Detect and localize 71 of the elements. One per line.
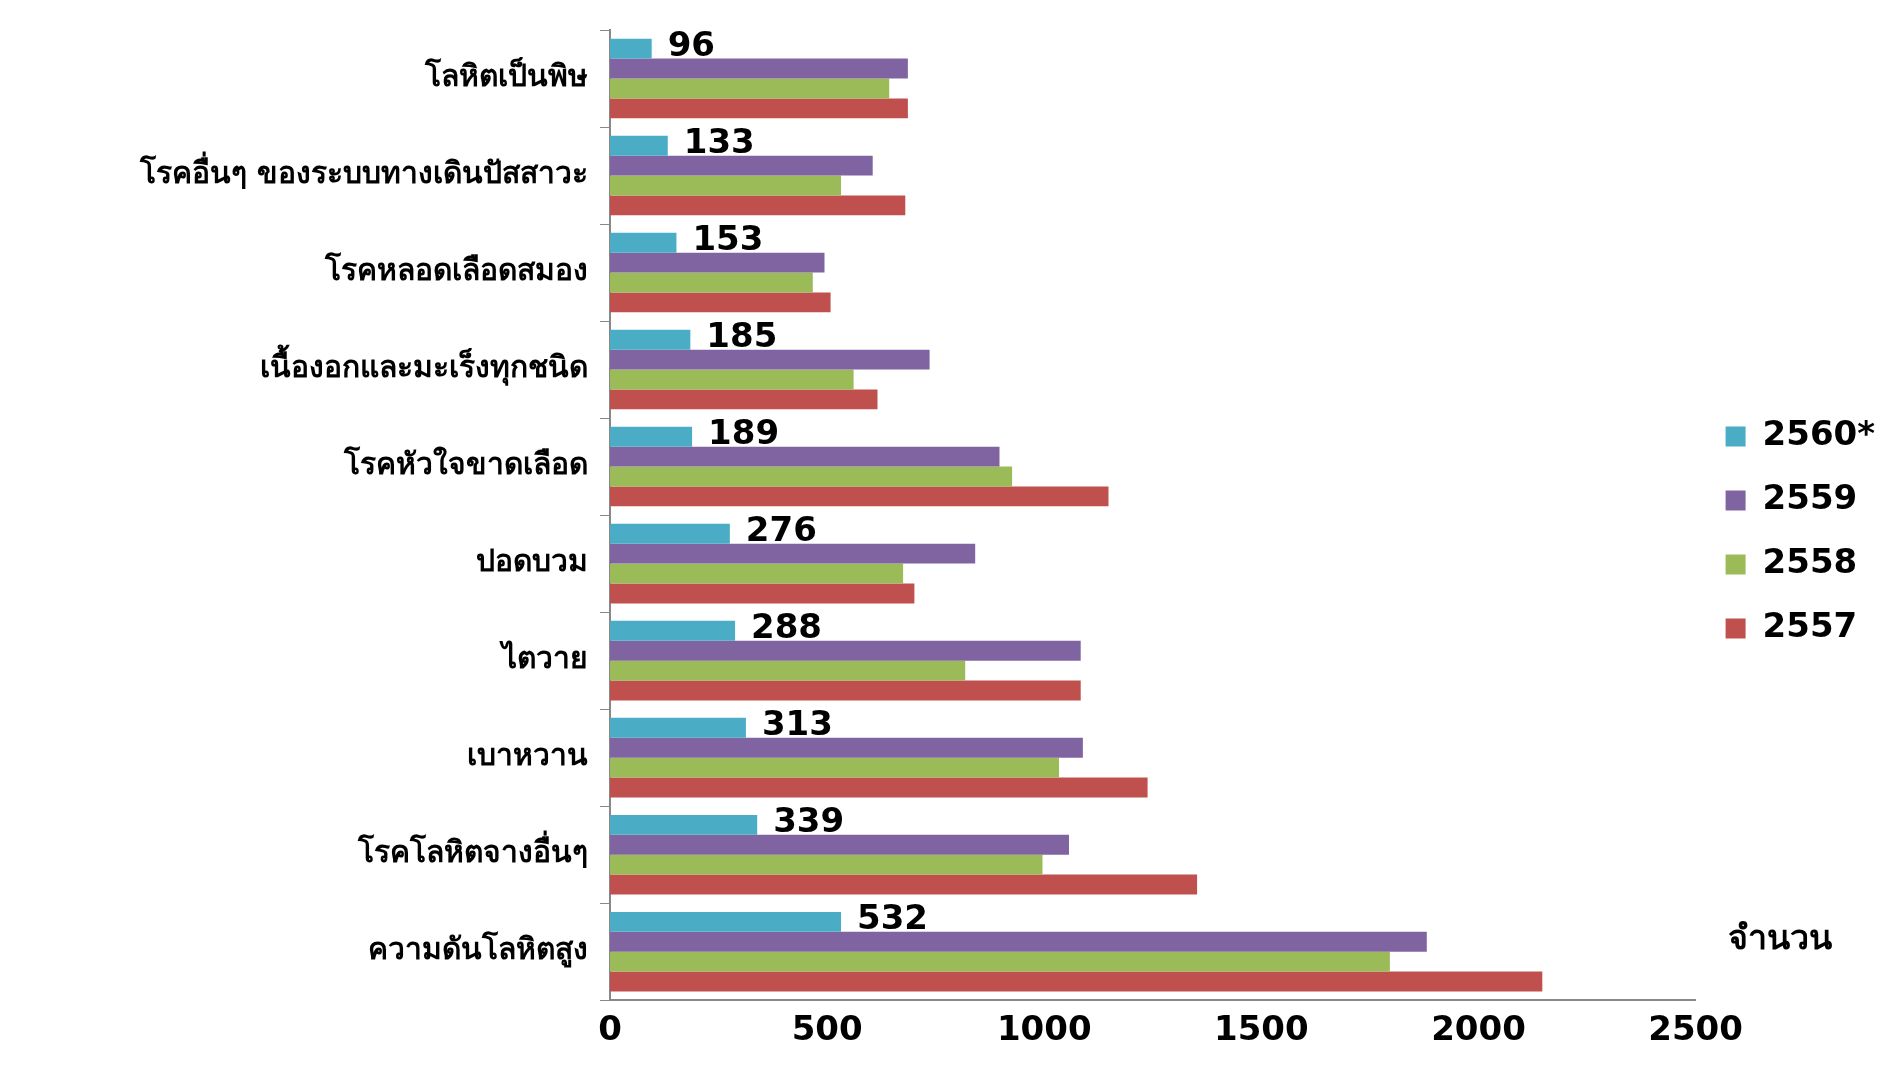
bar (610, 911, 842, 932)
bar (610, 717, 746, 738)
legend-label: 2560* (1762, 413, 1876, 454)
x-tick-label: 2500 (1648, 1008, 1743, 1049)
data-label: 189 (708, 411, 780, 452)
bar (610, 814, 758, 835)
bar (610, 329, 691, 350)
y-tick-label: ปอดบวม (476, 543, 588, 579)
bar (610, 232, 677, 253)
data-label: 532 (857, 896, 928, 937)
bar (610, 175, 842, 196)
bar (610, 660, 966, 681)
x-tick-label: 0 (598, 1008, 622, 1049)
bar (610, 38, 652, 59)
x-tick-label: 500 (791, 1008, 863, 1049)
data-label: 313 (761, 702, 833, 743)
data-label: 133 (683, 120, 755, 161)
x-tick-label: 1500 (1214, 1008, 1309, 1049)
y-tick-label: ไตวาย (499, 640, 588, 676)
x-tick-label: 1000 (996, 1008, 1092, 1049)
legend-label: 2559 (1762, 477, 1858, 518)
bar (610, 834, 1069, 855)
bar (610, 155, 873, 176)
legend-label: 2557 (1762, 605, 1858, 646)
bar (610, 369, 854, 390)
bar (610, 58, 908, 79)
data-label: 339 (773, 799, 845, 840)
bar (610, 931, 1427, 952)
bar (610, 349, 930, 370)
data-label: 276 (745, 508, 817, 549)
bar (610, 874, 1198, 895)
y-tick-label: เนื้องอกและมะเร็งทุกชนิด (260, 344, 588, 387)
bar (610, 272, 813, 293)
bar (610, 195, 906, 216)
bar (610, 854, 1043, 875)
x-tick-label: 2000 (1431, 1008, 1526, 1049)
bar (610, 389, 878, 410)
bar (610, 971, 1543, 992)
bar (610, 252, 825, 273)
bar (610, 951, 1390, 972)
x-axis-title: จำนวน (1727, 917, 1832, 958)
bar (610, 777, 1148, 798)
y-tick-label: โรคหลอดเลือดสมอง (324, 251, 588, 288)
bar (610, 640, 1081, 661)
bar (610, 523, 730, 544)
data-label: 288 (751, 605, 823, 646)
bar (610, 620, 736, 641)
legend-label: 2558 (1762, 541, 1858, 582)
bar (610, 78, 890, 99)
bar (610, 486, 1109, 507)
bar (610, 426, 693, 447)
bar (610, 466, 1013, 487)
bar (610, 446, 1000, 467)
y-tick-label: ความดันโลหิตสูง (368, 930, 588, 969)
y-tick-label: โรคหัวใจขาดเลือด (343, 445, 588, 482)
bar (610, 583, 915, 604)
data-label: 153 (692, 217, 764, 258)
bar (610, 543, 976, 564)
bar (610, 98, 908, 119)
y-tick-label: โรคอื่นๆ ของระบบทางเดินปัสสาวะ (138, 151, 588, 191)
data-label: 185 (706, 314, 778, 355)
y-tick-label: โรคโลหิตจางอื่นๆ (357, 830, 588, 870)
bar (610, 292, 831, 313)
bar (610, 680, 1081, 701)
y-tick-label: โลหิตเป็นพิษ (424, 57, 588, 94)
bar (610, 737, 1083, 758)
bar (610, 757, 1059, 778)
y-tick-label: เบาหวาน (467, 737, 588, 773)
data-label: 96 (667, 23, 716, 64)
bar (610, 563, 904, 584)
bar (610, 135, 668, 156)
